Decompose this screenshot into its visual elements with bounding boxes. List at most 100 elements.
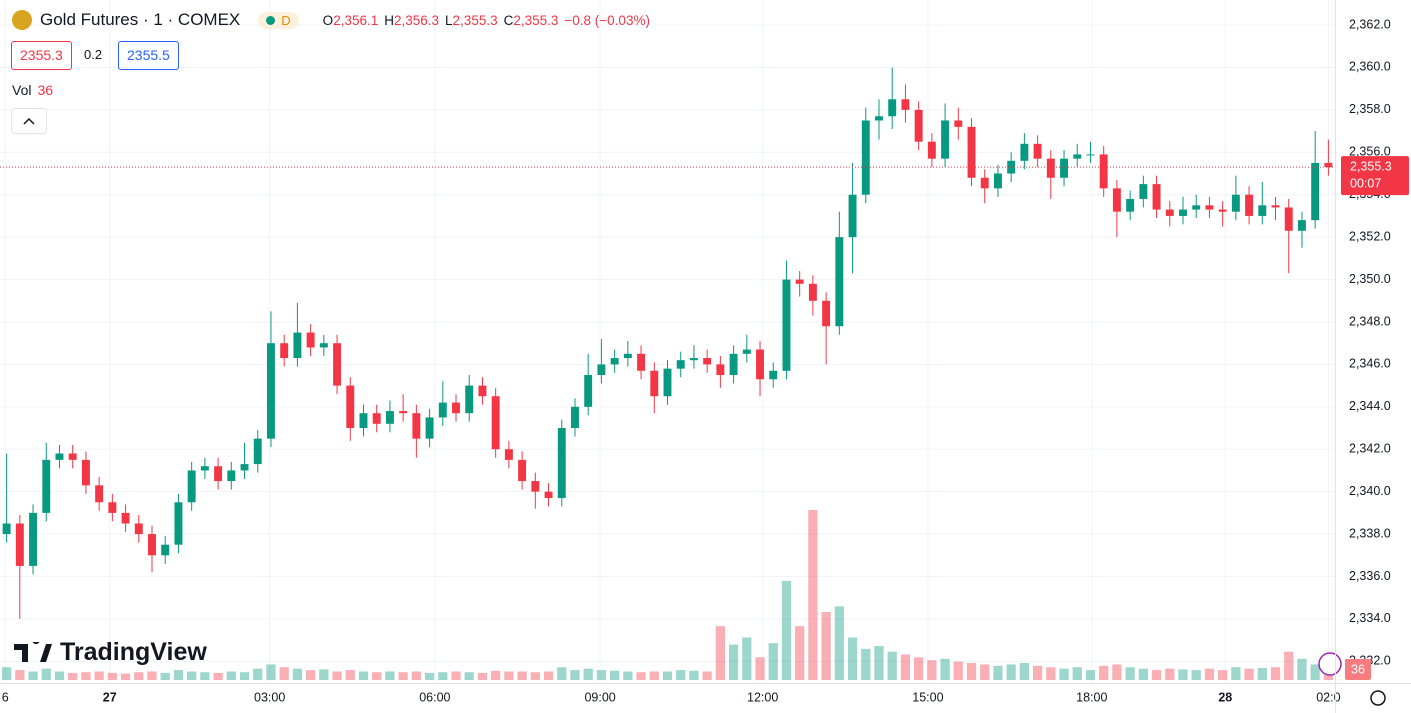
- candle-body: [716, 364, 725, 376]
- volume-bar: [1204, 668, 1215, 680]
- volume-bar: [874, 646, 884, 680]
- settings-icon[interactable]: [1370, 690, 1386, 706]
- candle-body: [1152, 184, 1161, 210]
- volume-bar: [1323, 674, 1334, 680]
- x-tick-label: 27: [103, 690, 117, 704]
- volume-bar: [398, 672, 408, 680]
- candle-body: [1284, 207, 1293, 231]
- candle-body: [584, 375, 593, 407]
- candle-body: [1165, 209, 1174, 216]
- volume-bar: [861, 648, 871, 680]
- candle-body: [1258, 205, 1267, 216]
- volume-bar: [570, 670, 580, 680]
- volume-bar: [1032, 665, 1043, 680]
- market-status[interactable]: D: [258, 11, 299, 29]
- collapse-button[interactable]: [11, 108, 47, 134]
- candle-body: [478, 385, 487, 397]
- candle-body: [808, 283, 817, 301]
- volume-bar: [927, 660, 937, 680]
- candle-body: [980, 177, 989, 189]
- volume-bar: [557, 667, 567, 680]
- candle-body: [1205, 205, 1214, 210]
- volume-bar: [1270, 667, 1281, 680]
- symbol-name[interactable]: Gold Futures · 1 · COMEX: [40, 10, 241, 29]
- candle-body: [954, 120, 963, 127]
- candle-body: [1218, 209, 1227, 212]
- x-tick-label: 09:00: [584, 690, 615, 704]
- volume-bar: [610, 670, 620, 680]
- candle-body: [465, 385, 474, 414]
- y-tick-label: 2,340.0: [1349, 484, 1391, 498]
- x-tick-label: 03:00: [254, 690, 285, 704]
- volume-bar: [1244, 668, 1254, 680]
- volume-bar: [1, 667, 12, 680]
- ohlc-key: L: [445, 12, 453, 28]
- volume-bar: [385, 671, 395, 680]
- volume-bar: [160, 672, 170, 680]
- volume-bar: [332, 671, 342, 680]
- candle-body: [901, 99, 910, 110]
- candle-body: [1020, 143, 1029, 161]
- alert-icon[interactable]: [1318, 652, 1342, 676]
- volume-bar: [966, 663, 977, 680]
- volume-bar: [200, 672, 210, 680]
- candle-body: [1297, 220, 1306, 231]
- volume-bar: [504, 671, 514, 680]
- candle-body: [518, 459, 527, 482]
- ohlc-value: 2,356.3: [393, 12, 440, 28]
- volume-bar: [134, 672, 144, 680]
- candle-body: [729, 353, 738, 376]
- y-tick-label: 2,338.0: [1349, 526, 1391, 540]
- y-tick-label: 2,344.0: [1349, 399, 1391, 413]
- volume-bar: [372, 672, 382, 680]
- candle-body: [253, 438, 262, 465]
- volume-bar: [173, 670, 184, 680]
- volume-bar: [596, 670, 607, 680]
- bid-button[interactable]: 2355.3: [11, 41, 72, 70]
- candle-body: [927, 141, 936, 159]
- volume-bar: [1099, 665, 1109, 680]
- volume-bar: [900, 654, 911, 680]
- volume-bar: [1138, 668, 1148, 680]
- last-price-label: 2,355.3: [1350, 159, 1392, 173]
- candle-body: [861, 120, 870, 195]
- ohlc-value: 2,355.3: [513, 12, 559, 28]
- volume-bar: [1218, 670, 1228, 680]
- volume-bar: [623, 671, 633, 680]
- volume-bar: [1310, 664, 1320, 680]
- volume-bar: [1059, 668, 1069, 680]
- candle-body: [372, 413, 381, 424]
- logo: TradingView: [14, 638, 207, 667]
- volume-bar: [808, 510, 818, 680]
- candle-body: [55, 453, 64, 460]
- volume-tag: [1345, 659, 1371, 680]
- volume-bar: [795, 626, 805, 680]
- volume-bar: [411, 671, 421, 680]
- x-tick-label: 15:00: [912, 690, 943, 704]
- volume-bar: [649, 671, 659, 680]
- candle-body: [385, 411, 394, 424]
- ohlc-key: H: [384, 12, 394, 28]
- candle-body: [623, 353, 632, 359]
- y-tick-label: 2,348.0: [1349, 314, 1391, 328]
- candle-body: [267, 343, 275, 439]
- volume-bar: [1284, 651, 1294, 680]
- volume-bar: [94, 671, 104, 680]
- volume-bar: [1191, 670, 1201, 680]
- candle-body: [333, 343, 342, 386]
- volume-bar: [662, 671, 673, 680]
- candle-body: [914, 109, 923, 142]
- y-tick-label: 2,346.0: [1349, 357, 1391, 371]
- candle-body: [795, 279, 804, 284]
- volume-bar: [15, 670, 25, 680]
- candle-body: [214, 466, 223, 482]
- volume-bar: [834, 606, 844, 680]
- ask-button[interactable]: 2355.5: [118, 41, 179, 70]
- volume-bar: [345, 670, 355, 680]
- volume-bar: [239, 672, 250, 680]
- volume-bar: [266, 664, 276, 680]
- x-tick-label: 12:00: [747, 690, 778, 704]
- candle-body: [359, 413, 368, 429]
- volume-bar: [319, 669, 329, 680]
